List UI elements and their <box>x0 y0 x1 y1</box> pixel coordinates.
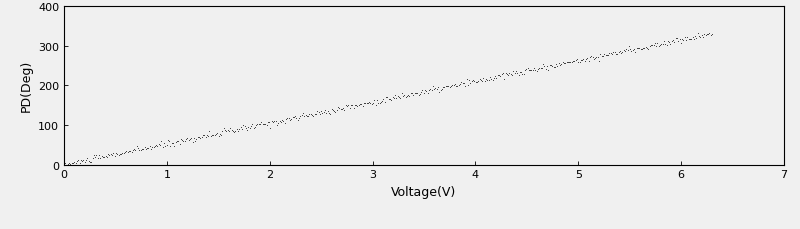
Y-axis label: PD(Deg): PD(Deg) <box>19 60 33 112</box>
X-axis label: Voltage(V): Voltage(V) <box>391 185 457 198</box>
